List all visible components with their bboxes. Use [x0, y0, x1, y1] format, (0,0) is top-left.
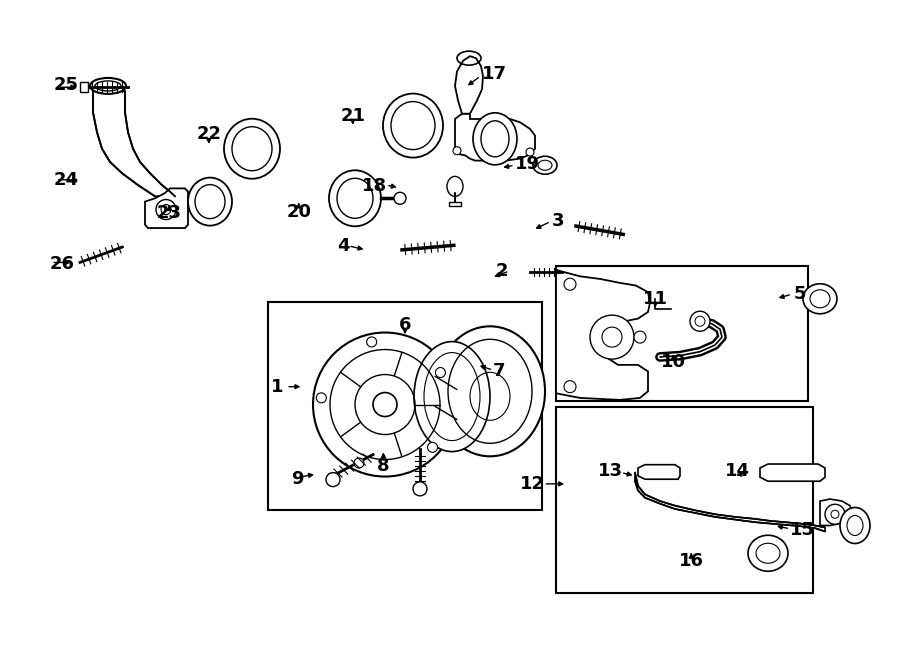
- Circle shape: [413, 482, 427, 496]
- Polygon shape: [556, 270, 650, 400]
- Circle shape: [564, 381, 576, 393]
- Ellipse shape: [224, 119, 280, 178]
- Text: 21: 21: [340, 106, 365, 125]
- Circle shape: [453, 147, 461, 155]
- Circle shape: [690, 311, 710, 331]
- Circle shape: [564, 278, 576, 290]
- Circle shape: [373, 393, 397, 416]
- Text: 4: 4: [337, 237, 349, 255]
- Ellipse shape: [90, 78, 126, 94]
- Text: 16: 16: [679, 551, 704, 570]
- Circle shape: [354, 458, 364, 468]
- Ellipse shape: [435, 327, 545, 456]
- Circle shape: [326, 473, 340, 486]
- Circle shape: [313, 332, 457, 477]
- Text: 22: 22: [196, 124, 221, 143]
- Text: 23: 23: [157, 204, 182, 222]
- Text: 8: 8: [377, 457, 390, 475]
- Text: 15: 15: [790, 521, 815, 539]
- Text: 12: 12: [519, 475, 544, 493]
- Circle shape: [526, 148, 534, 156]
- Ellipse shape: [803, 284, 837, 314]
- Polygon shape: [80, 82, 88, 93]
- Text: 5: 5: [794, 285, 806, 303]
- Circle shape: [590, 315, 634, 359]
- Ellipse shape: [447, 176, 463, 196]
- Bar: [556, 407, 813, 593]
- Polygon shape: [449, 202, 461, 206]
- Circle shape: [428, 442, 437, 452]
- Ellipse shape: [748, 535, 788, 571]
- Ellipse shape: [383, 94, 443, 157]
- Circle shape: [394, 192, 406, 204]
- Ellipse shape: [840, 508, 870, 543]
- Ellipse shape: [533, 156, 557, 175]
- Text: 3: 3: [552, 212, 564, 231]
- Text: 13: 13: [598, 461, 623, 480]
- Text: 10: 10: [661, 353, 686, 371]
- Text: 25: 25: [54, 75, 79, 94]
- Bar: [556, 266, 808, 401]
- Text: 18: 18: [362, 177, 387, 196]
- Circle shape: [634, 331, 646, 343]
- Ellipse shape: [329, 171, 381, 226]
- Text: 2: 2: [496, 262, 508, 280]
- Ellipse shape: [414, 342, 490, 451]
- Polygon shape: [638, 465, 680, 479]
- Polygon shape: [93, 91, 175, 196]
- Polygon shape: [635, 473, 825, 531]
- Circle shape: [317, 393, 327, 403]
- Polygon shape: [820, 499, 852, 525]
- Polygon shape: [145, 188, 188, 228]
- Text: 20: 20: [286, 202, 311, 221]
- Text: 11: 11: [643, 290, 668, 308]
- Circle shape: [825, 504, 845, 524]
- Text: 9: 9: [291, 470, 303, 488]
- Bar: [268, 302, 542, 510]
- Ellipse shape: [473, 113, 517, 165]
- Text: 7: 7: [493, 362, 506, 381]
- Text: 14: 14: [724, 461, 750, 480]
- Text: 17: 17: [482, 65, 507, 83]
- Text: 19: 19: [515, 155, 540, 173]
- Circle shape: [436, 368, 446, 377]
- Circle shape: [366, 337, 377, 347]
- Text: 6: 6: [399, 316, 411, 334]
- Polygon shape: [760, 464, 825, 481]
- Polygon shape: [455, 114, 535, 161]
- Text: 26: 26: [50, 255, 75, 274]
- Text: 24: 24: [54, 171, 79, 189]
- Text: 1: 1: [271, 377, 284, 396]
- Ellipse shape: [188, 178, 232, 225]
- Polygon shape: [455, 56, 483, 114]
